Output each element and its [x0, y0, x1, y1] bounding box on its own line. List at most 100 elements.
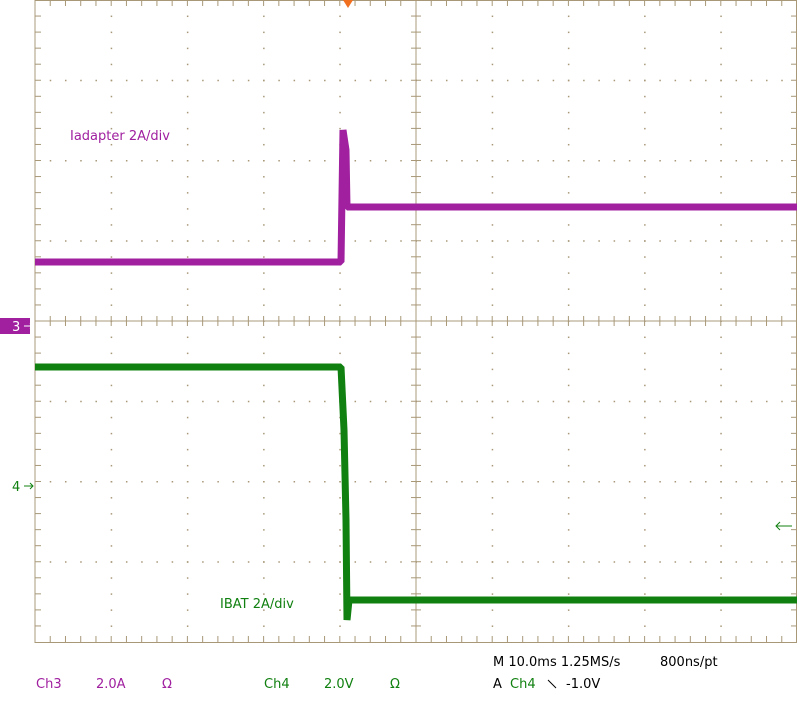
grid-dot	[491, 609, 494, 611]
grid-dot	[400, 240, 402, 242]
grid-dot	[263, 625, 265, 627]
grid-dot	[445, 481, 448, 483]
grid-dot	[339, 79, 341, 82]
grid-dot	[95, 160, 97, 162]
grid-dot	[354, 481, 357, 483]
grid-dot	[141, 240, 143, 242]
grid-dot	[49, 160, 52, 162]
grid-dot	[186, 63, 189, 66]
grid-dot	[735, 481, 738, 483]
grid-dot	[491, 464, 494, 467]
grid-dot	[217, 79, 219, 82]
grid-dot	[689, 561, 692, 563]
grid-dot	[491, 497, 494, 499]
grid-dot	[369, 481, 372, 483]
grid-dot	[385, 240, 387, 242]
grid-dot	[476, 79, 478, 82]
grid-dot	[308, 79, 311, 82]
grid-dot	[263, 448, 265, 451]
grid-dot	[80, 561, 82, 563]
grid-dot	[110, 481, 113, 483]
grid-dot	[186, 384, 189, 387]
grid-dot	[567, 224, 570, 226]
grid-dot	[461, 160, 463, 162]
grid-dot	[567, 481, 570, 483]
grid-dot	[659, 240, 661, 242]
grid-dot	[110, 256, 113, 258]
grid-dot	[110, 384, 113, 387]
grid-dot	[705, 160, 707, 162]
grid-dot	[720, 545, 722, 547]
grid-dot	[537, 400, 539, 403]
grid-dot	[125, 561, 128, 563]
grid-dot	[339, 464, 341, 467]
grid-dot	[567, 609, 570, 611]
grid-dot	[64, 240, 67, 242]
grid-dot	[613, 79, 616, 82]
grid-dot	[567, 47, 570, 50]
grid-dot	[644, 256, 646, 258]
grid-dot	[339, 481, 341, 483]
grid-dot	[369, 400, 372, 403]
grid-dot	[644, 31, 646, 34]
grid-dot	[110, 79, 113, 82]
grid-dot	[278, 561, 280, 563]
grid-dot	[644, 432, 646, 435]
grid-dot	[186, 240, 189, 242]
grid-dot	[750, 160, 753, 162]
grid-dot	[263, 176, 265, 178]
grid-dot	[95, 561, 97, 563]
grid-dot	[567, 176, 570, 178]
grid-dot	[567, 529, 570, 531]
grid-dot	[141, 561, 143, 563]
grid-dot	[750, 481, 753, 483]
grid-dot	[110, 192, 113, 194]
ch4-impedance: Ω	[390, 677, 400, 692]
grid-dot	[537, 240, 539, 242]
grid-dot	[644, 240, 646, 242]
grid-dot	[263, 127, 265, 130]
grid-dot	[720, 288, 722, 290]
grid-dot	[171, 240, 174, 242]
grid-dot	[644, 47, 646, 50]
grid-dot	[339, 31, 341, 34]
grid-dot	[720, 304, 722, 306]
grid-dot	[567, 336, 570, 339]
grid-dot	[491, 192, 494, 194]
grid-dot	[644, 561, 646, 563]
grid-dot	[263, 609, 265, 611]
grid-dot	[278, 481, 280, 483]
grid-dot	[644, 577, 646, 579]
grid-dot	[644, 448, 646, 451]
grid-dot	[491, 561, 494, 563]
grid-dot	[476, 160, 478, 162]
grid-dot	[766, 160, 768, 162]
grid-dot	[202, 240, 204, 242]
grid-dot	[644, 464, 646, 467]
grid-dot	[461, 79, 463, 82]
grid-dot	[64, 79, 67, 82]
grid-dot	[491, 95, 494, 98]
grid-dot	[49, 400, 52, 403]
grid-dot	[400, 481, 402, 483]
grid-dot	[263, 545, 265, 547]
grid-dot	[598, 160, 600, 162]
grid-dot	[491, 143, 494, 146]
grid-dot	[339, 545, 341, 547]
grid-dot	[293, 481, 296, 483]
grid-dot	[232, 240, 235, 242]
trigger-level-marker	[775, 521, 792, 531]
grid-dot	[476, 400, 478, 403]
grid-dot	[263, 304, 265, 306]
grid-dot	[49, 240, 52, 242]
grid-dot	[186, 31, 189, 34]
grid-dot	[445, 400, 448, 403]
grid-dot	[659, 481, 661, 483]
grid-dot	[461, 240, 463, 242]
trigger-position-marker	[343, 0, 353, 8]
grid-dot	[232, 481, 235, 483]
grid-dot	[735, 400, 738, 403]
grid-dot	[613, 400, 616, 403]
grid-dot	[720, 160, 722, 162]
grid-dot	[186, 95, 189, 98]
